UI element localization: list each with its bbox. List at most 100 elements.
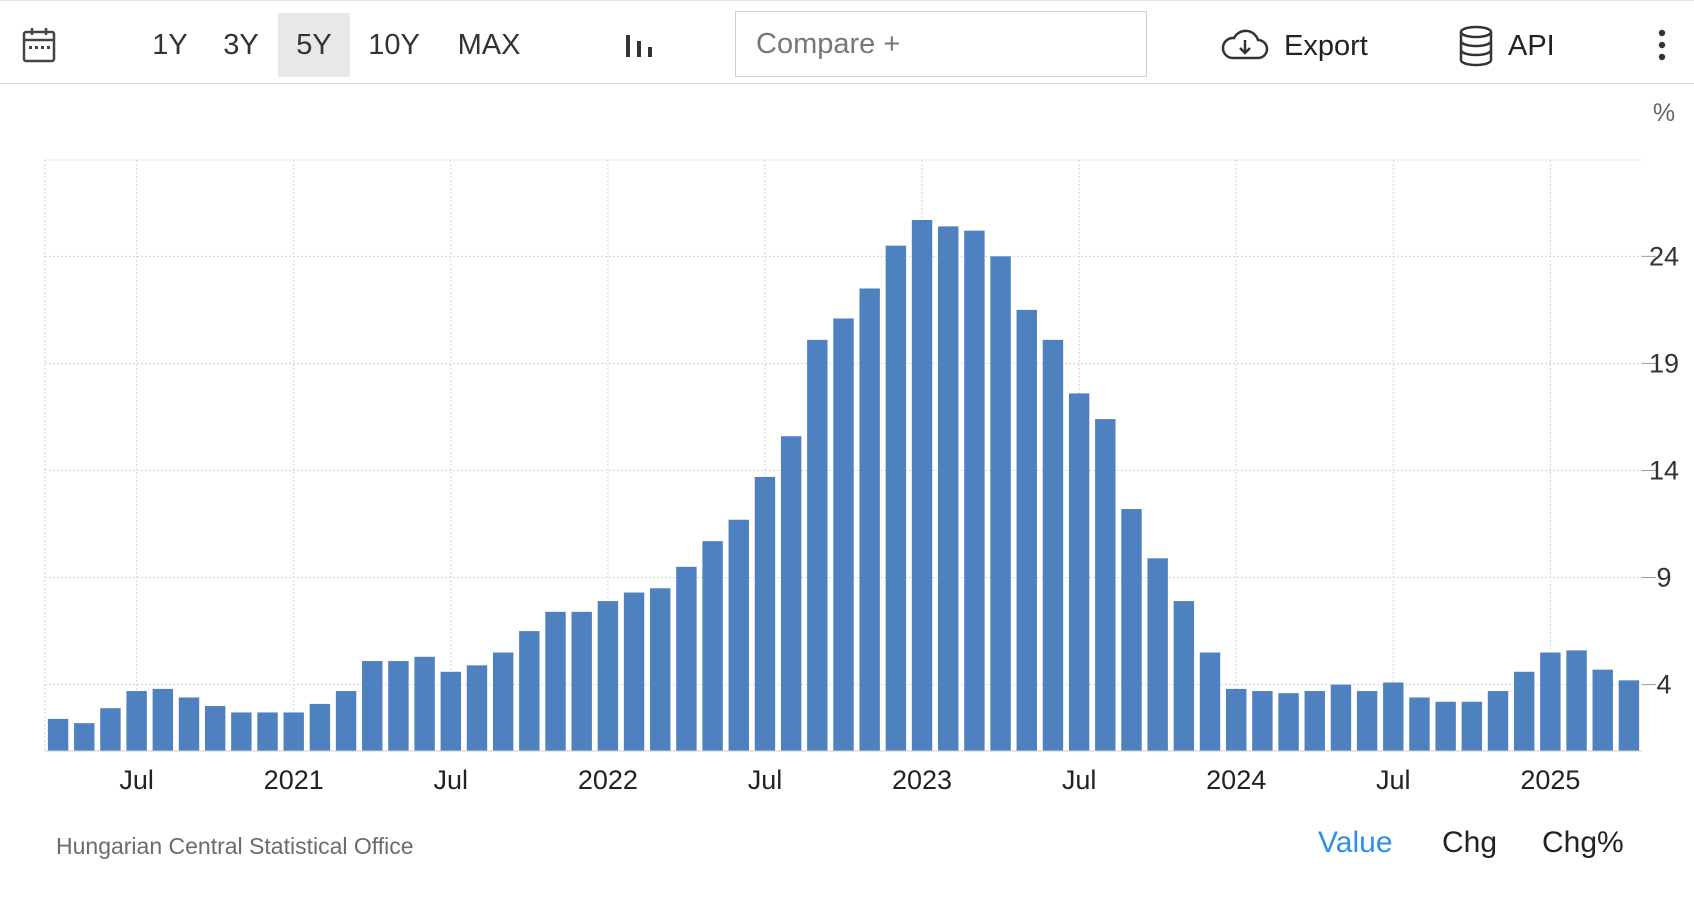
api-label: API: [1508, 29, 1555, 62]
bar-2020-04[interactable]: [47, 718, 69, 751]
bar-2024-01[interactable]: [1225, 688, 1247, 751]
bar-2020-05[interactable]: [74, 723, 95, 751]
cloud-download-icon: [1221, 29, 1269, 60]
bar-2025-03[interactable]: [1592, 669, 1613, 751]
bar-2023-09[interactable]: [1121, 509, 1142, 751]
more-vertical-icon[interactable]: [1650, 27, 1674, 63]
bar-2020-12[interactable]: [257, 712, 278, 751]
bar-2023-08[interactable]: [1095, 419, 1116, 751]
bar-2020-10[interactable]: [204, 706, 226, 751]
x-tick-label: Jul: [434, 765, 469, 795]
bar-2021-05[interactable]: [388, 661, 409, 751]
range-max[interactable]: MAX: [457, 29, 521, 61]
x-tick-label: 2021: [264, 765, 324, 795]
bar-2025-04[interactable]: [1618, 680, 1640, 751]
bar-2025-02[interactable]: [1566, 650, 1587, 751]
chart-bars: [47, 219, 1640, 752]
bar-2023-12[interactable]: [1199, 652, 1221, 752]
bar-2024-07[interactable]: [1383, 682, 1404, 751]
range-5y[interactable]: 5Y: [278, 13, 350, 77]
y-tick-label: 19: [1649, 348, 1679, 378]
x-tick-label: Jul: [1062, 765, 1097, 795]
range-3y[interactable]: 3Y: [223, 29, 259, 61]
toolbar: 1Y 3Y 5Y 10Y MAX Compare + Export API: [0, 0, 1694, 84]
x-axis-ticks: Jul 2021 Jul 2022 Jul 2023 Jul 2024 Jul 2025: [45, 750, 1642, 795]
database-icon: [1459, 25, 1493, 67]
bar-2024-09[interactable]: [1435, 701, 1456, 751]
bar-2023-02[interactable]: [938, 226, 959, 751]
bar-2024-05[interactable]: [1330, 684, 1352, 751]
bar-2020-06[interactable]: [100, 708, 121, 751]
bar-2021-01[interactable]: [283, 712, 304, 751]
bar-2022-05[interactable]: [702, 541, 723, 751]
calendar-icon[interactable]: [22, 27, 56, 63]
bar-2023-03[interactable]: [964, 230, 985, 752]
x-tick-label: 2025: [1520, 765, 1580, 795]
bar-2025-01[interactable]: [1540, 652, 1561, 752]
bar-2024-04[interactable]: [1304, 691, 1325, 751]
y-tick-label: 24: [1649, 241, 1679, 271]
bar-2021-02[interactable]: [309, 703, 331, 751]
x-tick-label: Jul: [119, 765, 154, 795]
bar-2024-03[interactable]: [1278, 693, 1299, 751]
bar-2021-08[interactable]: [466, 665, 488, 751]
bar-2020-11[interactable]: [231, 712, 252, 751]
x-tick-label: 2022: [578, 765, 638, 795]
bar-2021-04[interactable]: [362, 661, 383, 751]
x-tick-label: 2024: [1206, 765, 1266, 795]
y-axis-ticks: 4 9 14 19 24: [1642, 241, 1679, 700]
bar-2022-12[interactable]: [885, 245, 907, 752]
bar-2020-07[interactable]: [126, 691, 147, 751]
y-tick-label: 4: [1656, 670, 1671, 700]
bar-2022-07[interactable]: [754, 476, 776, 751]
bar-2024-06[interactable]: [1356, 691, 1378, 751]
bar-2021-03[interactable]: [335, 691, 357, 751]
bar-2022-08[interactable]: [780, 436, 802, 751]
bar-2024-02[interactable]: [1252, 691, 1273, 751]
bar-2021-07[interactable]: [440, 671, 462, 751]
bar-2023-05[interactable]: [1016, 309, 1037, 751]
bar-2022-02[interactable]: [623, 592, 645, 751]
bar-2022-10[interactable]: [833, 318, 854, 751]
mode-chg[interactable]: Chg: [1442, 826, 1498, 859]
x-tick-label: 2023: [892, 765, 952, 795]
bar-2021-12[interactable]: [571, 611, 592, 751]
bar-2022-04[interactable]: [676, 566, 697, 751]
bar-2024-12[interactable]: [1513, 671, 1535, 751]
mode-value[interactable]: Value: [1318, 826, 1393, 859]
x-tick-label: Jul: [748, 765, 783, 795]
bar-2024-11[interactable]: [1487, 691, 1509, 751]
y-tick-label: 14: [1649, 455, 1679, 485]
y-tick-label: 9: [1656, 563, 1671, 593]
export-label: Export: [1284, 29, 1368, 62]
bar-2022-01[interactable]: [597, 601, 619, 751]
bar-2023-11[interactable]: [1173, 601, 1195, 751]
bar-2020-08[interactable]: [152, 688, 174, 751]
bar-2023-01[interactable]: [911, 219, 933, 751]
bar-chart-icon[interactable]: [624, 29, 654, 59]
bar-2020-09[interactable]: [178, 697, 200, 751]
bar-2021-06[interactable]: [414, 656, 435, 751]
bar-2023-07[interactable]: [1068, 393, 1090, 751]
bar-2022-03[interactable]: [650, 588, 671, 751]
bar-2023-10[interactable]: [1147, 558, 1168, 751]
x-tick-label: Jul: [1376, 765, 1411, 795]
bar-2021-09[interactable]: [492, 652, 514, 752]
bar-2023-06[interactable]: [1042, 339, 1064, 751]
bar-2022-09[interactable]: [807, 339, 828, 751]
compare-input[interactable]: Compare +: [735, 11, 1147, 77]
bar-2022-06[interactable]: [728, 519, 749, 751]
bar-2024-10[interactable]: [1461, 701, 1483, 751]
bar-2021-10[interactable]: [519, 631, 540, 751]
bar-2024-08[interactable]: [1409, 697, 1430, 751]
export-button[interactable]: Export: [1220, 21, 1368, 71]
bar-2022-11[interactable]: [859, 288, 880, 751]
range-1y[interactable]: 1Y: [152, 29, 188, 61]
range-10y[interactable]: 10Y: [368, 29, 420, 61]
bar-2023-04[interactable]: [990, 256, 1011, 751]
y-axis-unit: %: [1653, 99, 1675, 127]
mode-chg-pct[interactable]: Chg%: [1542, 826, 1624, 859]
api-button[interactable]: API: [1458, 21, 1555, 71]
bar-2021-11[interactable]: [545, 611, 566, 751]
